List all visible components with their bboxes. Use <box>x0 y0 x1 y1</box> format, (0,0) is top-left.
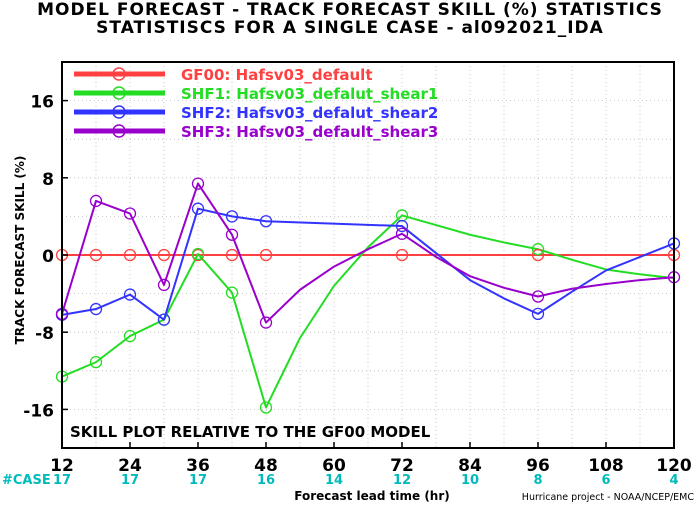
y-tick-label: -16 <box>23 401 54 421</box>
legend-marker-shf2 <box>112 105 126 119</box>
marker-shf3 <box>395 227 409 240</box>
marker-shf2 <box>191 202 205 215</box>
y-tick-label: 0 <box>42 247 54 267</box>
marker-shf2 <box>89 302 103 316</box>
case-count: 16 <box>257 473 275 488</box>
case-count: 6 <box>601 473 610 488</box>
legend-label-shf2: SHF2: Hafsv03_defalut_shear2 <box>181 104 438 122</box>
marker-shf1 <box>225 286 239 299</box>
marker-shf2 <box>225 210 239 223</box>
series-line-shf2 <box>61 207 675 321</box>
legend-marker-gf00 <box>112 67 126 81</box>
marker-gf00 <box>157 248 171 262</box>
chart-title-line1: MODEL FORECAST - TRACK FORECAST SKILL (%… <box>37 0 663 20</box>
case-count-labels: 17 17 17 16 14 12 10 8 6 4 <box>53 473 679 488</box>
legend-label-shf1: SHF1: Hafsv03_defalut_shear1 <box>181 85 438 103</box>
marker-gf00 <box>531 248 545 262</box>
x-tick-label: 60 <box>322 456 346 476</box>
x-tick-label: 36 <box>186 456 210 476</box>
y-tick-label: -8 <box>35 324 54 344</box>
marker-gf00 <box>259 248 273 262</box>
legend-label-shf3: SHF3: Hafsv03_default_shear3 <box>181 123 438 141</box>
marker-shf3 <box>123 207 137 220</box>
y-tick-label: 8 <box>42 170 54 190</box>
y-tick-labels: -16 -8 0 8 16 <box>23 93 68 421</box>
case-count: 12 <box>393 473 411 488</box>
legend-marker-shf1 <box>112 86 126 100</box>
legend-marker-shf3 <box>112 124 126 138</box>
x-tick-label: 24 <box>118 456 142 476</box>
marker-shf1 <box>259 401 273 414</box>
skill-annotation: SKILL PLOT RELATIVE TO THE GF00 MODEL <box>70 423 431 441</box>
series-lines <box>61 182 675 409</box>
marker-shf1 <box>531 243 545 256</box>
x-tick-label: 108 <box>588 456 624 476</box>
case-count: 17 <box>189 473 207 488</box>
x-tick-label: 120 <box>656 456 692 476</box>
case-count: 17 <box>53 473 71 488</box>
marker-shf3 <box>531 290 545 303</box>
y-axis-label: TRACK FORECAST SKILL (%) <box>13 156 27 345</box>
x-tick-labels: 12 24 36 48 60 72 84 96 108 120 <box>50 442 692 476</box>
legend-label-gf00: GF00: Hafsv03_default <box>181 66 372 84</box>
marker-gf00 <box>395 248 409 262</box>
marker-shf1 <box>89 355 103 369</box>
marker-shf2 <box>259 215 273 228</box>
case-count: 14 <box>325 473 343 488</box>
credit-text: Hurricane project - NOAA/NCEP/EMC <box>522 492 695 503</box>
marker-shf3 <box>157 278 171 292</box>
marker-shf1 <box>123 329 137 343</box>
marker-shf1 <box>191 247 205 261</box>
series-markers <box>55 177 681 414</box>
x-tick-label: 96 <box>526 456 550 476</box>
marker-shf3 <box>259 316 273 329</box>
marker-shf2 <box>123 288 137 301</box>
series-line-shf3 <box>61 182 675 324</box>
marker-shf2 <box>157 313 171 326</box>
x-tick-label: 72 <box>390 456 414 476</box>
case-count: 4 <box>669 473 678 488</box>
case-count: 10 <box>461 473 479 488</box>
marker-shf3 <box>191 177 205 190</box>
marker-shf3 <box>225 228 239 241</box>
case-count: 8 <box>533 473 542 488</box>
marker-shf2 <box>395 219 409 233</box>
case-count-label: #CASE <box>2 473 51 488</box>
y-tick-label: 16 <box>30 93 54 113</box>
chart-title-line2: STATISTISCS FOR A SINGLE CASE - al092021… <box>96 18 604 38</box>
x-tick-label: 12 <box>50 456 74 476</box>
marker-shf2 <box>531 307 545 321</box>
x-tick-label: 48 <box>254 456 278 476</box>
marker-gf00 <box>225 248 239 262</box>
case-count: 17 <box>121 473 139 488</box>
x-tick-label: 84 <box>458 456 482 476</box>
marker-shf3 <box>89 194 103 208</box>
marker-gf00 <box>123 248 137 262</box>
marker-gf00 <box>89 248 103 262</box>
x-axis-label: Forecast lead time (hr) <box>294 489 450 503</box>
